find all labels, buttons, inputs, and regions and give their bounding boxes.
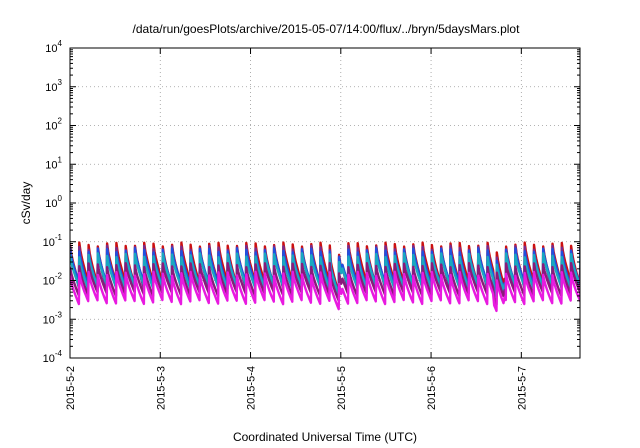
y-tick-label: 10-1 xyxy=(43,233,63,249)
x-tick-label: 2015-5-4 xyxy=(246,366,258,410)
y-tick-label: 10-4 xyxy=(43,349,63,365)
y-tick-label: 103 xyxy=(45,78,62,94)
y-tick-labels: 10-4 10-3 10-2 10-1 100 101 102 103 104 xyxy=(43,39,63,365)
series-line xyxy=(70,262,580,306)
y-axis-label: cSv/day xyxy=(19,182,33,225)
y-tick-label: 10-3 xyxy=(43,310,63,326)
x-tick-label: 2015-5-7 xyxy=(516,366,528,410)
x-tick-label: 2015-5-3 xyxy=(155,366,167,410)
series-layer xyxy=(70,241,580,313)
y-tick-label: 101 xyxy=(45,155,62,171)
x-tick-label: 2015-5-5 xyxy=(336,366,348,410)
x-tick-label: 2015-5-6 xyxy=(426,366,438,410)
y-tick-label: 100 xyxy=(45,194,62,210)
chart-title: /data/run/goesPlots/archive/2015-05-07/1… xyxy=(133,22,521,36)
axis-ticks xyxy=(69,47,580,359)
series-line xyxy=(70,270,580,313)
y-tick-label: 10-2 xyxy=(43,272,63,288)
series-line xyxy=(70,252,580,298)
y-tick-label: 102 xyxy=(45,117,62,133)
x-tick-label: 2015-5-2 xyxy=(65,366,77,410)
x-tick-labels: 2015-5-2 2015-5-3 2015-5-4 2015-5-5 2015-5-6… xyxy=(65,366,528,410)
x-axis-label: Coordinated Universal Time (UTC) xyxy=(233,430,417,444)
grid xyxy=(70,48,580,358)
y-tick-label: 104 xyxy=(45,39,62,55)
